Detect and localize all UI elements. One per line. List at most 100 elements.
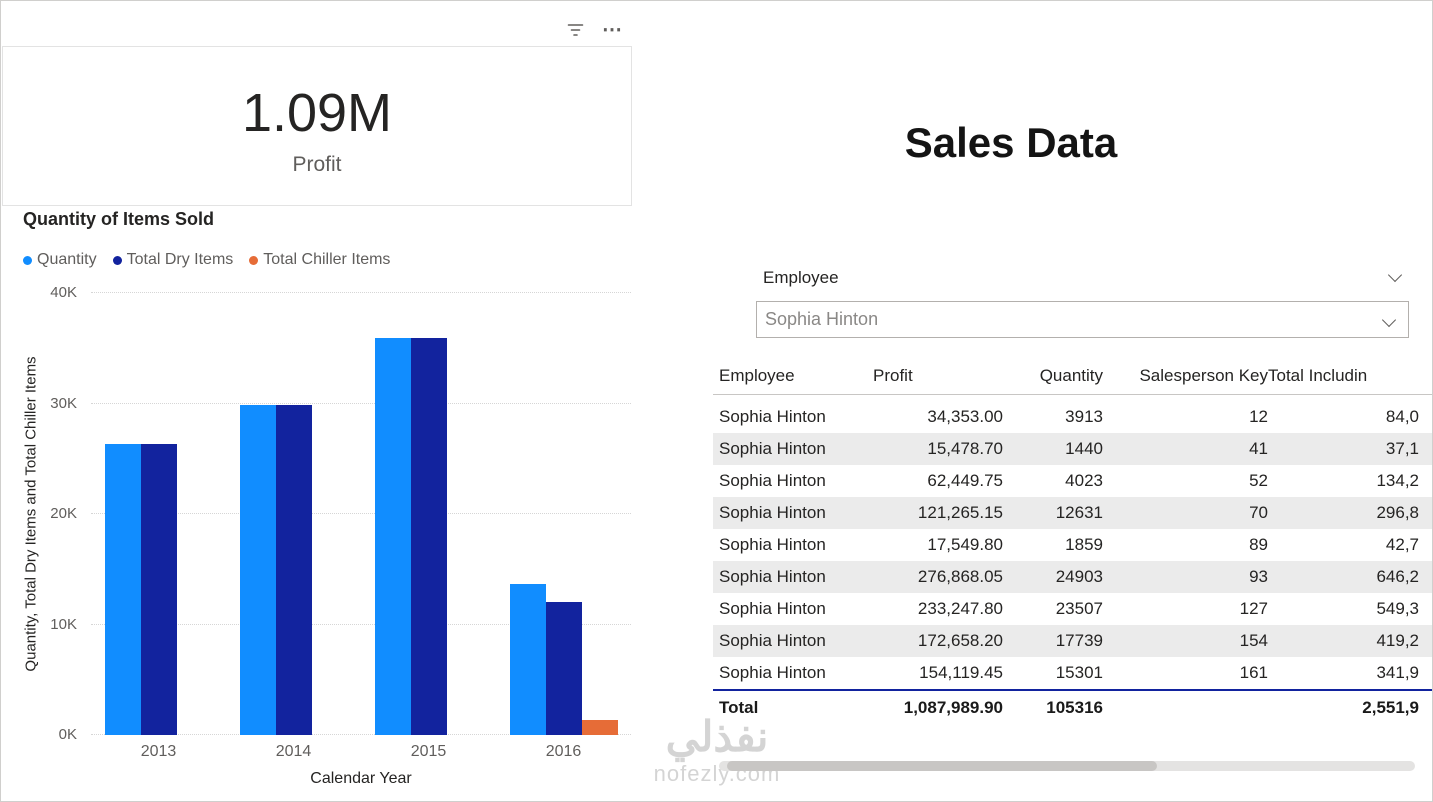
table-cell: 549,3 (1376, 599, 1419, 618)
legend-dot-icon (112, 255, 122, 265)
bar[interactable] (581, 719, 618, 735)
gridline (91, 402, 631, 404)
legend-item[interactable]: Quantity (23, 251, 97, 269)
profit-kpi-card[interactable]: 1.09M Profit (2, 46, 632, 206)
table-cell: Sophia Hinton (719, 407, 826, 426)
legend-label: Total Chiller Items (263, 251, 391, 268)
more-options-icon[interactable]: ⋯ (602, 19, 623, 41)
table-cell: 1859 (1065, 535, 1103, 554)
legend-item[interactable]: Total Chiller Items (249, 251, 390, 269)
visual-header: ⋯ (567, 19, 623, 41)
table-cell: 15,478.70 (927, 439, 1003, 458)
gridline (91, 734, 631, 735)
dropdown-selected-value: Sophia Hinton (765, 309, 879, 329)
legend-item[interactable]: Total Dry Items (112, 251, 233, 269)
table-cell: 24903 (1055, 567, 1103, 586)
bar-group-2015 (361, 293, 496, 735)
table-row[interactable]: Sophia Hinton 34,353.00 3913 12 84,0 (713, 401, 1432, 433)
table-cell: 127 (1239, 599, 1268, 618)
table-row[interactable]: Sophia Hinton 15,478.70 1440 41 37,1 (713, 433, 1432, 465)
x-tick-label: 2015 (410, 743, 447, 760)
table-cell: 646,2 (1376, 567, 1419, 586)
table-cell: Sophia Hinton (719, 439, 826, 458)
legend-label: Quantity (37, 251, 97, 268)
table-cell: 4023 (1065, 471, 1103, 490)
column-header[interactable]: Total Includin (1268, 366, 1368, 385)
total-cell: 2,551,9 (1362, 698, 1419, 717)
chart-title: Quantity of Items Sold (23, 209, 215, 229)
kpi-label: Profit (292, 152, 342, 176)
table-row[interactable]: Sophia Hinton 62,449.75 4023 52 134,2 (713, 465, 1432, 497)
x-tick-label: 2014 (275, 743, 312, 760)
table-row[interactable]: Sophia Hinton 121,265.15 12631 70 296,8 (713, 497, 1432, 529)
slicer-collapse-chevron-icon[interactable] (1387, 267, 1403, 283)
table-cell: Sophia Hinton (719, 503, 826, 522)
table-row[interactable]: Sophia Hinton 276,868.05 24903 93 646,2 (713, 561, 1432, 593)
y-tick-label: 20K (50, 505, 77, 522)
table-cell: 341,9 (1376, 663, 1419, 682)
table-cell: Sophia Hinton (719, 567, 826, 586)
column-header[interactable]: Profit (873, 366, 913, 385)
table-total-row: Total 1,087,989.90 105316 2,551,9 (713, 691, 1432, 725)
filter-icon[interactable] (567, 23, 584, 37)
scrollbar-thumb[interactable] (727, 761, 1157, 771)
table-cell: 70 (1249, 503, 1268, 522)
bar[interactable] (509, 583, 546, 735)
table-cell: 233,247.80 (917, 599, 1003, 618)
bar[interactable] (545, 602, 582, 735)
total-cell: 1,087,989.90 (903, 698, 1003, 717)
bar[interactable] (104, 444, 141, 735)
bar-group-2014 (226, 293, 361, 735)
x-axis-title: Calendar Year (310, 770, 412, 787)
chart-legend: Quantity Total Dry Items Total Chiller Ite… (23, 249, 390, 271)
y-tick-label: 40K (50, 284, 77, 301)
table-cell: Sophia Hinton (719, 535, 826, 554)
table-cell: 419,2 (1376, 631, 1419, 650)
bar-group-2013 (91, 293, 226, 735)
x-tick-label: 2016 (545, 743, 582, 760)
table-row[interactable]: Sophia Hinton 233,247.80 23507 127 549,3 (713, 593, 1432, 625)
table-cell: 37,1 (1385, 439, 1419, 458)
sales-table: Employee Profit Quantity Salesperson Key Tot… (713, 357, 1432, 725)
bar-chart-plot (91, 292, 631, 735)
table-cell: 17,549.80 (927, 535, 1003, 554)
column-header[interactable]: Salesperson Key (1139, 366, 1268, 385)
table-cell: 154 (1239, 631, 1268, 650)
legend-dot-icon (23, 255, 32, 265)
table-cell: 161 (1239, 663, 1268, 682)
total-cell: Total (719, 698, 759, 717)
employee-dropdown[interactable]: Sophia Hinton (756, 301, 1409, 338)
table-row[interactable]: Sophia Hinton 17,549.80 1859 89 42,7 (713, 529, 1432, 561)
table-cell: 3913 (1065, 407, 1103, 426)
bar[interactable] (140, 444, 177, 735)
horizontal-scrollbar[interactable] (719, 761, 1415, 771)
table-cell: Sophia Hinton (719, 631, 826, 650)
table-cell: 84,0 (1385, 407, 1419, 426)
table-row[interactable]: Sophia Hinton 172,658.20 17739 154 419,2 (713, 625, 1432, 657)
slicer-label: Employee (763, 268, 839, 287)
table-cell: 276,868.05 (917, 567, 1003, 586)
column-header[interactable]: Quantity (1039, 366, 1103, 385)
gridline (91, 292, 631, 293)
table-cell: 93 (1249, 567, 1268, 586)
bar[interactable] (275, 404, 312, 735)
table-cell: 1440 (1065, 439, 1103, 458)
total-cell: 105316 (1046, 698, 1103, 717)
table-cell: Sophia Hinton (719, 663, 826, 682)
table-cell: 12 (1249, 407, 1268, 426)
bar[interactable] (239, 404, 276, 735)
column-header[interactable]: Employee (719, 366, 795, 385)
table-cell: 15301 (1055, 663, 1103, 682)
gridline (91, 623, 631, 625)
bar-group-2016 (496, 293, 631, 735)
table-cell: 62,449.75 (927, 471, 1003, 490)
table-cell: 42,7 (1385, 535, 1419, 554)
bar[interactable] (374, 338, 411, 735)
bar[interactable] (410, 338, 447, 735)
table-cell: 23507 (1055, 599, 1103, 618)
table-row[interactable]: Sophia Hinton 154,119.45 15301 161 341,9 (713, 657, 1432, 689)
table-cell: 41 (1249, 439, 1268, 458)
y-axis-ticks: 0K 10K 20K 30K 40K (35, 284, 85, 743)
table-cell: 52 (1249, 471, 1268, 490)
